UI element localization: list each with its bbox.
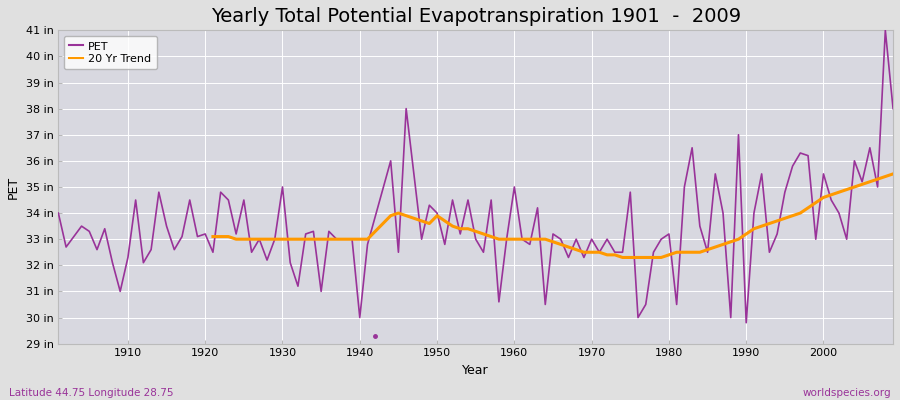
PET (880, 28, 891, 33)
X-axis label: Year: Year (463, 364, 489, 377)
20 Yr Trend (617, 255, 628, 260)
PET (648, 250, 659, 255)
PET (803, 153, 814, 158)
PET (725, 315, 736, 320)
PET (887, 106, 898, 111)
20 Yr Trend (887, 172, 898, 176)
20 Yr Trend (208, 234, 219, 239)
20 Yr Trend (771, 218, 782, 223)
20 Yr Trend (416, 218, 427, 223)
Line: PET: PET (58, 30, 893, 323)
20 Yr Trend (316, 237, 327, 242)
PET (53, 211, 64, 216)
Line: 20 Yr Trend: 20 Yr Trend (213, 174, 893, 258)
Title: Yearly Total Potential Evapotranspiration 1901  -  2009: Yearly Total Potential Evapotranspiratio… (211, 7, 741, 26)
PET (687, 145, 698, 150)
Text: Latitude 44.75 Longitude 28.75: Latitude 44.75 Longitude 28.75 (9, 388, 174, 398)
20 Yr Trend (501, 237, 512, 242)
Legend: PET, 20 Yr Trend: PET, 20 Yr Trend (64, 36, 157, 69)
Text: worldspecies.org: worldspecies.org (803, 388, 891, 398)
PET (301, 232, 311, 236)
20 Yr Trend (555, 242, 566, 247)
20 Yr Trend (355, 237, 365, 242)
PET (842, 237, 852, 242)
PET (741, 320, 751, 325)
Y-axis label: PET: PET (7, 175, 20, 198)
